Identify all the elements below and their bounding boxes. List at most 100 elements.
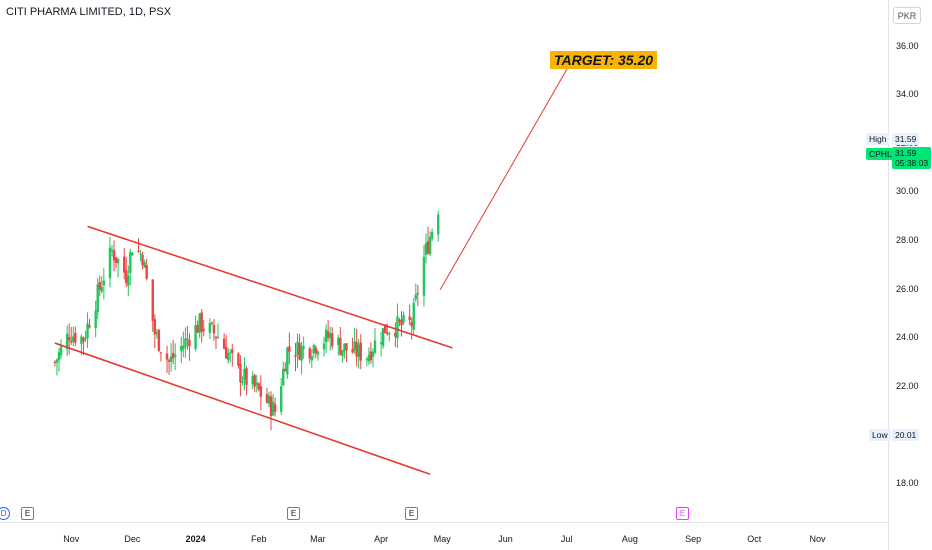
candle-body bbox=[257, 383, 260, 390]
candle-body bbox=[388, 333, 391, 335]
candle-body bbox=[341, 350, 344, 357]
candle-body bbox=[394, 332, 397, 337]
candle-body bbox=[74, 332, 77, 343]
candle-body bbox=[139, 253, 142, 255]
candle-body bbox=[112, 250, 116, 261]
candle-body bbox=[280, 386, 283, 412]
candle-body bbox=[314, 347, 318, 354]
candle-body bbox=[357, 344, 360, 358]
high-value: 31.59 bbox=[892, 133, 920, 145]
candle-body bbox=[408, 316, 411, 321]
candle-body bbox=[416, 293, 420, 295]
earnings-event-icon[interactable]: E bbox=[287, 507, 300, 520]
candle-body bbox=[98, 282, 101, 290]
candle-body bbox=[326, 331, 330, 338]
candle-body bbox=[129, 252, 132, 274]
candle-body bbox=[398, 319, 401, 322]
candle-body bbox=[182, 345, 185, 350]
y-tick-label: 24.00 bbox=[896, 332, 919, 343]
candle-body bbox=[169, 356, 173, 362]
candle-body bbox=[53, 362, 57, 364]
x-tick-label: Nov bbox=[809, 534, 826, 544]
candle-body bbox=[194, 325, 197, 349]
candle-body bbox=[100, 287, 103, 292]
x-tick-label: Feb bbox=[251, 534, 267, 544]
y-tick-label: 36.00 bbox=[896, 40, 919, 51]
candle-body bbox=[210, 322, 214, 324]
candle-body bbox=[359, 342, 362, 361]
upcoming-earnings-event-icon[interactable]: E bbox=[676, 507, 689, 520]
candle-body bbox=[86, 323, 89, 339]
candle-body bbox=[212, 324, 216, 334]
candle-body bbox=[80, 336, 83, 344]
candle-body bbox=[137, 250, 140, 252]
dividend-event-icon[interactable]: D bbox=[0, 507, 10, 520]
candle-body bbox=[273, 404, 277, 412]
candle-body bbox=[284, 368, 287, 372]
candle-body bbox=[267, 395, 271, 404]
candle-body bbox=[70, 340, 73, 343]
y-tick-label: 22.00 bbox=[896, 380, 919, 391]
channel-lower-line bbox=[54, 342, 431, 476]
x-tick-label: 2024 bbox=[185, 534, 206, 544]
symbol-label: CPHL bbox=[866, 148, 895, 160]
candle-body bbox=[243, 368, 246, 381]
candle-body bbox=[88, 325, 91, 328]
x-tick-label: Aug bbox=[621, 534, 638, 544]
candle-body bbox=[153, 319, 157, 335]
candle-body bbox=[159, 352, 163, 354]
candle-body bbox=[400, 319, 403, 326]
candle-body bbox=[72, 336, 75, 342]
candle-body bbox=[55, 359, 59, 363]
earnings-event-icon[interactable]: E bbox=[21, 507, 34, 520]
y-tick-label: 28.00 bbox=[896, 235, 919, 245]
candle-body bbox=[316, 351, 320, 355]
candle-body bbox=[227, 353, 230, 361]
candle-body bbox=[241, 381, 244, 384]
candle-body bbox=[365, 358, 369, 360]
candle-body bbox=[127, 275, 130, 286]
candle-body bbox=[171, 352, 175, 359]
candle-body bbox=[402, 314, 405, 323]
low-value: 20.01 bbox=[892, 429, 920, 441]
candle-body bbox=[82, 337, 85, 342]
candle-body bbox=[355, 342, 358, 357]
last-price: 31.59 bbox=[895, 148, 917, 158]
candle-body bbox=[57, 352, 61, 361]
candle-body bbox=[157, 329, 161, 351]
candle-body bbox=[308, 348, 311, 359]
candle-body bbox=[114, 257, 118, 263]
price-axis-divider bbox=[888, 0, 889, 550]
x-tick-label: Jun bbox=[498, 534, 513, 544]
candle-body bbox=[180, 345, 183, 352]
candle-body bbox=[196, 325, 199, 333]
x-tick-label: Apr bbox=[374, 534, 389, 544]
x-tick-label: Nov bbox=[63, 534, 80, 544]
candle-body bbox=[165, 353, 169, 360]
candle-body bbox=[296, 341, 299, 355]
candle-body bbox=[131, 253, 134, 256]
candle-body bbox=[384, 324, 387, 333]
candle-body bbox=[410, 322, 413, 327]
candle-body bbox=[202, 328, 205, 331]
candle-body bbox=[412, 302, 415, 330]
candle-body bbox=[110, 249, 114, 252]
candle-body bbox=[371, 351, 375, 357]
candle-body bbox=[298, 343, 301, 360]
last-price-badge: 31.59 05:38:03 bbox=[892, 147, 932, 169]
currency-button[interactable]: PKR bbox=[893, 7, 921, 24]
candle-body bbox=[123, 256, 126, 273]
x-tick-label: Oct bbox=[747, 534, 762, 544]
candle-body bbox=[282, 368, 285, 386]
candle-body bbox=[424, 243, 428, 255]
candle-body bbox=[351, 348, 354, 353]
candle-body bbox=[65, 333, 69, 350]
candle-body bbox=[200, 312, 203, 332]
candle-body bbox=[125, 270, 128, 284]
candle-body bbox=[96, 284, 99, 312]
candle-body bbox=[188, 340, 191, 347]
x-tick-label: Dec bbox=[124, 534, 141, 544]
earnings-event-icon[interactable]: E bbox=[405, 507, 418, 520]
y-tick-label: 34.00 bbox=[896, 89, 919, 100]
